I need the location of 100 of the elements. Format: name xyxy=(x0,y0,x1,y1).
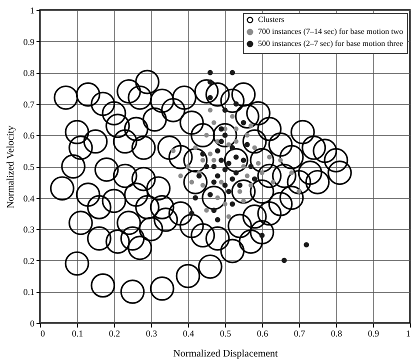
point xyxy=(244,142,250,148)
point xyxy=(222,202,228,206)
point xyxy=(289,170,294,176)
point xyxy=(208,70,213,76)
point xyxy=(192,195,198,200)
x-tick-label: 0.8 xyxy=(330,328,343,338)
point xyxy=(252,176,258,182)
point xyxy=(200,158,206,163)
y-axis-title: Normalized Velocity xyxy=(5,126,16,208)
point xyxy=(208,94,213,100)
point xyxy=(208,79,213,85)
y-tick-label: 0.2 xyxy=(23,256,34,266)
point xyxy=(218,138,224,144)
point xyxy=(204,208,209,213)
point xyxy=(226,214,232,219)
point xyxy=(218,180,224,185)
point xyxy=(214,148,220,154)
x-tick-label: 1 xyxy=(406,328,410,338)
point xyxy=(237,189,242,194)
point xyxy=(215,139,220,144)
x-tick-label: 0 xyxy=(40,328,46,338)
point xyxy=(267,154,272,160)
point xyxy=(170,148,176,154)
point xyxy=(244,132,250,138)
point xyxy=(304,242,310,248)
point xyxy=(270,180,276,185)
point xyxy=(215,195,220,200)
point xyxy=(196,173,202,179)
point xyxy=(256,160,261,166)
x-tick-label: 0.3 xyxy=(146,328,158,338)
point xyxy=(193,145,198,150)
y-tick-label: 0.7 xyxy=(23,99,35,110)
y-tick-label: 0.1 xyxy=(23,287,34,298)
point xyxy=(233,170,239,176)
point xyxy=(212,158,216,163)
y-tick-label: 0.4 xyxy=(23,193,35,204)
point xyxy=(296,189,302,194)
legend-label: 500 instances (2–7 sec) for base motion three xyxy=(258,39,404,48)
point xyxy=(222,126,228,132)
x-tick-label: 0.6 xyxy=(256,328,269,338)
point xyxy=(214,217,220,222)
point xyxy=(186,164,190,169)
point xyxy=(237,182,242,188)
y-tick-label: 0.9 xyxy=(23,36,35,47)
point xyxy=(189,210,194,216)
y-tick-label: 0 xyxy=(30,318,35,328)
x-tick-label: 0.9 xyxy=(368,328,380,338)
y-tick-label: 0.3 xyxy=(23,224,35,235)
point xyxy=(234,139,238,144)
point xyxy=(208,192,213,198)
point xyxy=(212,120,216,126)
x-tick-label: 0.1 xyxy=(72,328,84,338)
point xyxy=(233,101,239,107)
point xyxy=(240,120,246,126)
legend-label: Clusters xyxy=(258,15,284,24)
point xyxy=(222,166,228,172)
point xyxy=(208,152,213,156)
point xyxy=(248,164,254,170)
point xyxy=(214,173,220,179)
point xyxy=(218,158,224,163)
point xyxy=(222,107,228,113)
point xyxy=(260,170,264,176)
point xyxy=(208,108,213,113)
y-tick-label: 0.8 xyxy=(23,68,35,78)
point xyxy=(230,70,236,76)
y-tick-label: 0.6 xyxy=(23,130,35,141)
x-tick-label: 0.2 xyxy=(108,328,120,338)
point xyxy=(240,158,246,163)
point xyxy=(230,114,235,119)
x-tick-label: 0.5 xyxy=(220,328,232,338)
point xyxy=(248,182,254,188)
point xyxy=(278,158,283,163)
point xyxy=(252,145,257,150)
point xyxy=(189,180,194,185)
point xyxy=(226,160,232,166)
point xyxy=(222,182,228,188)
point xyxy=(200,182,206,188)
point xyxy=(234,126,238,132)
x-tick-label: 0.7 xyxy=(294,328,306,338)
legend-label: 700 instances (7–14 sec) for base motion two xyxy=(258,27,404,36)
point xyxy=(282,258,287,264)
x-tick-label: 0.4 xyxy=(182,328,195,338)
point xyxy=(226,188,232,194)
point xyxy=(230,145,236,150)
point xyxy=(226,142,232,147)
point xyxy=(230,176,236,182)
point xyxy=(259,232,265,238)
y-tick-label: 0.5 xyxy=(23,162,35,172)
point xyxy=(211,208,217,213)
point xyxy=(241,198,246,204)
point xyxy=(248,123,254,128)
point xyxy=(244,174,250,178)
point xyxy=(178,174,183,178)
x-axis-title: Normalized Displacement xyxy=(173,348,278,360)
y-tick-label: 1 xyxy=(30,6,34,16)
point xyxy=(204,164,210,170)
point xyxy=(222,132,228,138)
point xyxy=(200,151,206,157)
point xyxy=(241,164,246,169)
point xyxy=(230,201,236,207)
